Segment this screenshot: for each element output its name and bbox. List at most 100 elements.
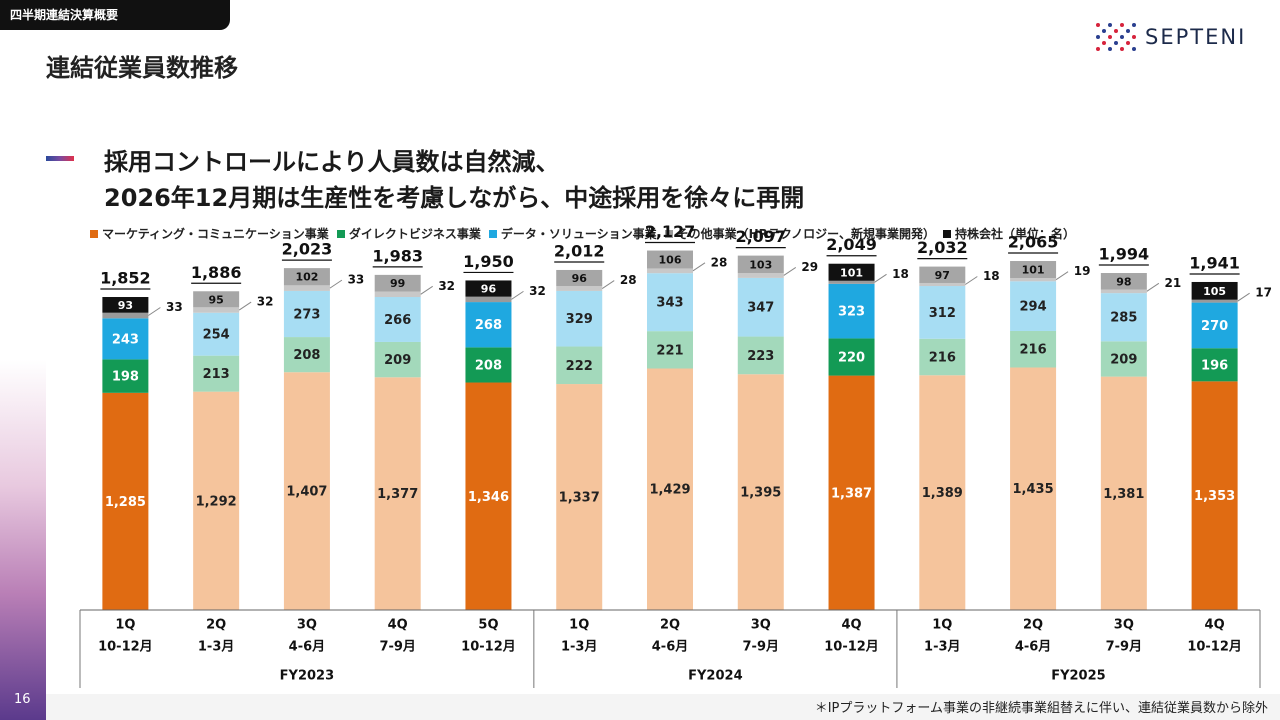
legend-item-holding: 持株会社（単位：名） bbox=[943, 225, 1075, 242]
value-label: 18 bbox=[892, 267, 909, 281]
value-label: 347 bbox=[747, 301, 774, 316]
value-label: 19 bbox=[1074, 264, 1091, 278]
bar-segment bbox=[647, 331, 693, 369]
legend-swatch bbox=[488, 229, 497, 238]
label-leader-line bbox=[1237, 292, 1250, 302]
logo-dot bbox=[1114, 41, 1118, 45]
left-gradient-band bbox=[0, 360, 46, 720]
bar-segment bbox=[283, 372, 330, 610]
bar-segment bbox=[102, 318, 149, 360]
value-label: 1,337 bbox=[559, 491, 600, 506]
bar-segment bbox=[193, 391, 240, 610]
value-label: 222 bbox=[566, 359, 593, 374]
bar-segment bbox=[1191, 281, 1238, 300]
total-label: 2,012 bbox=[554, 241, 605, 260]
value-label: 1,292 bbox=[196, 494, 237, 509]
value-label: 312 bbox=[929, 306, 956, 321]
value-label: 1,407 bbox=[286, 485, 327, 500]
category-quarter-label: 4Q bbox=[1205, 618, 1225, 633]
value-label: 99 bbox=[390, 277, 405, 290]
bar-segment bbox=[283, 290, 330, 338]
value-label: 98 bbox=[1116, 275, 1131, 288]
bar-segment bbox=[102, 297, 149, 313]
value-label: 285 bbox=[1110, 311, 1137, 326]
logo-dot bbox=[1114, 29, 1118, 33]
logo-dot bbox=[1108, 47, 1112, 51]
bar-segment bbox=[1010, 367, 1057, 610]
logo-dot bbox=[1102, 29, 1106, 33]
category-quarter-label: 2Q bbox=[660, 618, 680, 633]
bar-segment bbox=[737, 336, 784, 375]
logo-dot bbox=[1108, 23, 1112, 27]
logo-dot bbox=[1132, 47, 1136, 51]
category-quarter-label: 3Q bbox=[1114, 618, 1134, 633]
value-label: 32 bbox=[438, 279, 455, 293]
label-leader-line bbox=[511, 290, 524, 300]
value-label: 103 bbox=[749, 258, 772, 271]
value-label: 29 bbox=[801, 260, 818, 274]
legend-label: マーケティング・コミュニケーション事業 bbox=[102, 227, 329, 241]
value-label: 17 bbox=[1255, 286, 1272, 300]
total-label: 1,941 bbox=[1189, 253, 1240, 272]
total-label: 2,065 bbox=[1008, 233, 1059, 252]
category-quarter-label: 4Q bbox=[841, 618, 861, 633]
logo-dot bbox=[1126, 41, 1130, 45]
bar-segment bbox=[193, 312, 240, 356]
septeni-logo: SEPTENI bbox=[1095, 22, 1246, 52]
total-label: 2,049 bbox=[826, 235, 877, 254]
category-months-label: 4-6月 bbox=[1015, 640, 1052, 655]
category-months-label: 1-3月 bbox=[561, 640, 598, 655]
bar-segment bbox=[737, 273, 784, 278]
category-quarter-label: 4Q bbox=[388, 618, 408, 633]
value-label: 270 bbox=[1201, 319, 1228, 334]
bar-segment bbox=[283, 285, 330, 291]
bar-segment bbox=[193, 355, 240, 392]
legend-swatch bbox=[336, 229, 345, 238]
bar-segment bbox=[737, 255, 784, 274]
value-label: 216 bbox=[929, 351, 956, 366]
legend-swatch bbox=[664, 229, 673, 238]
value-label: 1,435 bbox=[1013, 482, 1054, 497]
category-months-label: 1-3月 bbox=[198, 640, 235, 655]
slide-number: 16 bbox=[14, 692, 31, 707]
value-label: 209 bbox=[384, 353, 411, 368]
bar-segment bbox=[737, 277, 784, 337]
bar-segment bbox=[102, 359, 149, 393]
bar-segment bbox=[465, 347, 512, 383]
logo-dot bbox=[1108, 35, 1112, 39]
value-label: 243 bbox=[112, 332, 139, 347]
value-label: 96 bbox=[481, 283, 497, 296]
label-leader-line bbox=[601, 280, 615, 289]
value-label: 1,387 bbox=[831, 486, 872, 501]
bar-segment bbox=[283, 337, 330, 373]
value-label: 101 bbox=[840, 266, 863, 279]
bar-segment bbox=[919, 286, 966, 339]
category-months-label: 4-6月 bbox=[652, 640, 689, 655]
category-quarter-label: 1Q bbox=[569, 618, 589, 633]
legend-item-direct: ダイレクトビジネス事業 bbox=[336, 225, 481, 242]
category-months-label: 10-12月 bbox=[824, 640, 879, 655]
category-quarter-label: 2Q bbox=[206, 618, 226, 633]
bar-segment bbox=[465, 382, 512, 610]
legend-label: ダイレクトビジネス事業 bbox=[348, 227, 481, 241]
bar-segment bbox=[465, 296, 512, 303]
category-quarter-label: 1Q bbox=[932, 618, 952, 633]
bar-segment bbox=[828, 375, 875, 610]
page-title: 連結従業員数推移 bbox=[46, 54, 238, 82]
logo-dot bbox=[1132, 23, 1136, 27]
value-label: 106 bbox=[659, 253, 682, 266]
logo-dot bbox=[1102, 41, 1106, 45]
label-leader-line bbox=[965, 276, 978, 285]
value-label: 294 bbox=[1020, 300, 1047, 315]
logo-dot bbox=[1126, 29, 1130, 33]
logo-text: SEPTENI bbox=[1145, 25, 1247, 49]
bar-segment bbox=[1010, 281, 1057, 331]
label-leader-line bbox=[783, 267, 797, 276]
bar-segment bbox=[1010, 330, 1057, 368]
value-label: 223 bbox=[747, 349, 774, 364]
category-months-label: 1-3月 bbox=[924, 640, 961, 655]
bar-segment bbox=[828, 263, 875, 281]
label-leader-line bbox=[1055, 271, 1069, 281]
logo-dot bbox=[1096, 47, 1100, 51]
logo-dot bbox=[1120, 35, 1124, 39]
